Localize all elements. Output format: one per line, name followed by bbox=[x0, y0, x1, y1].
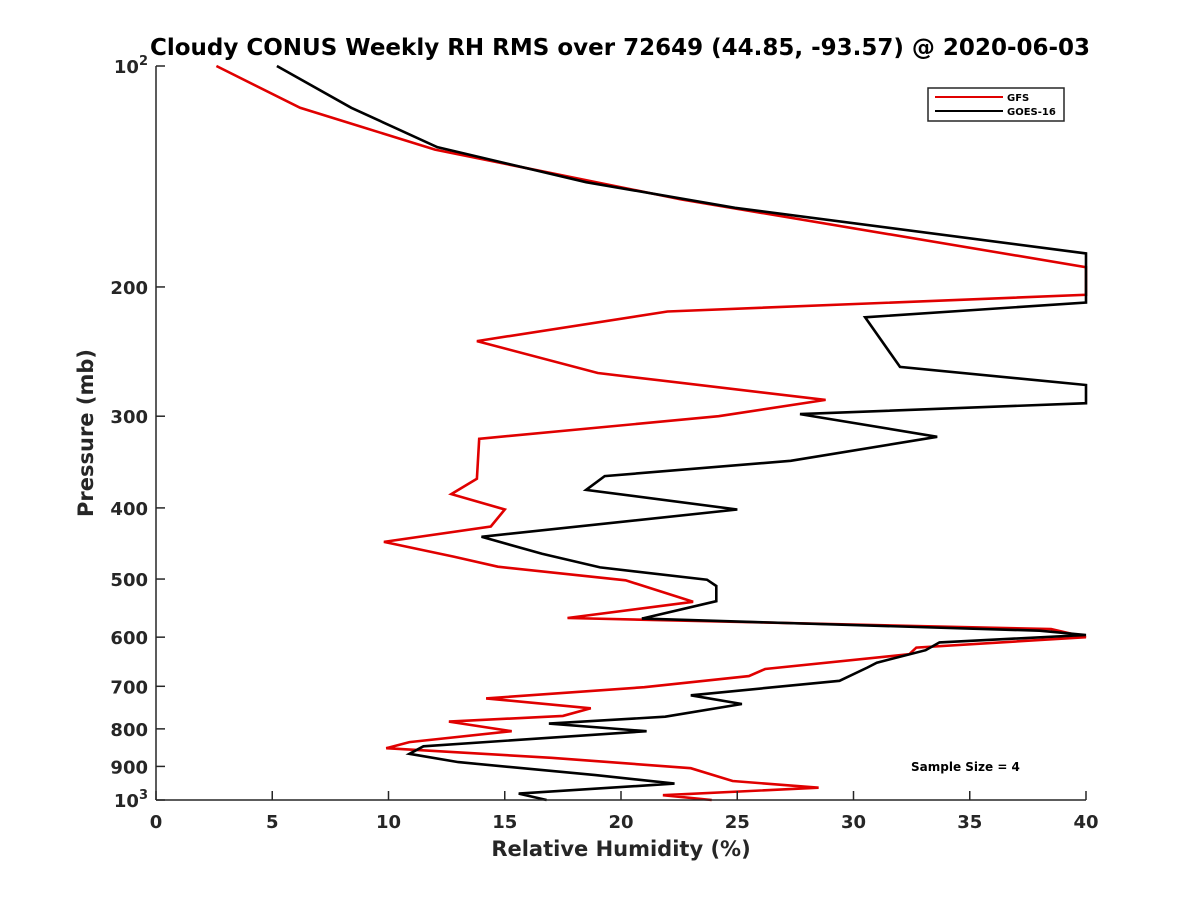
x-axis-label: Relative Humidity (%) bbox=[491, 837, 750, 861]
legend-label-goes16: GOES-16 bbox=[1007, 107, 1056, 118]
y-tick-label: 300 bbox=[110, 407, 148, 428]
y-axis-ticks: 102 200 300 400 500 600 700 800 900 103 bbox=[110, 54, 165, 812]
x-tick-label: 20 bbox=[608, 812, 633, 833]
x-axis-ticks: 0 5 10 15 20 25 30 35 40 bbox=[150, 791, 1099, 833]
x-tick-label: 25 bbox=[725, 812, 750, 833]
series-line-gfs bbox=[215, 64, 1088, 802]
chart-title: Cloudy CONUS Weekly RH RMS over 72649 (4… bbox=[150, 35, 1090, 61]
y-tick-label: 103 bbox=[114, 788, 148, 812]
x-tick-label: 5 bbox=[266, 812, 279, 833]
y-tick-label: 400 bbox=[110, 499, 148, 520]
x-tick-label: 35 bbox=[957, 812, 982, 833]
legend-box bbox=[927, 87, 1065, 122]
x-tick-label: 15 bbox=[492, 812, 517, 833]
y-tick-label: 600 bbox=[110, 628, 148, 649]
y-tick-label: 800 bbox=[110, 720, 148, 741]
x-tick-label: 30 bbox=[841, 812, 866, 833]
x-tick-label: 40 bbox=[1073, 812, 1098, 833]
y-tick-label: 102 bbox=[114, 54, 148, 78]
y-tick-label: 500 bbox=[110, 570, 148, 591]
y-tick-label: 700 bbox=[110, 677, 148, 698]
series-layer bbox=[215, 64, 1088, 802]
legend-label-gfs: GFS bbox=[1007, 93, 1029, 104]
legend: GFS GOES-16 bbox=[927, 87, 1065, 122]
sample-size-annotation: Sample Size = 4 bbox=[911, 760, 1020, 774]
x-tick-label: 0 bbox=[150, 812, 163, 833]
series-line-goes16 bbox=[276, 64, 1088, 802]
y-axis-label: Pressure (mb) bbox=[74, 349, 98, 517]
x-tick-label: 10 bbox=[376, 812, 401, 833]
y-tick-label: 200 bbox=[110, 278, 148, 299]
y-tick-label: 900 bbox=[110, 757, 148, 778]
